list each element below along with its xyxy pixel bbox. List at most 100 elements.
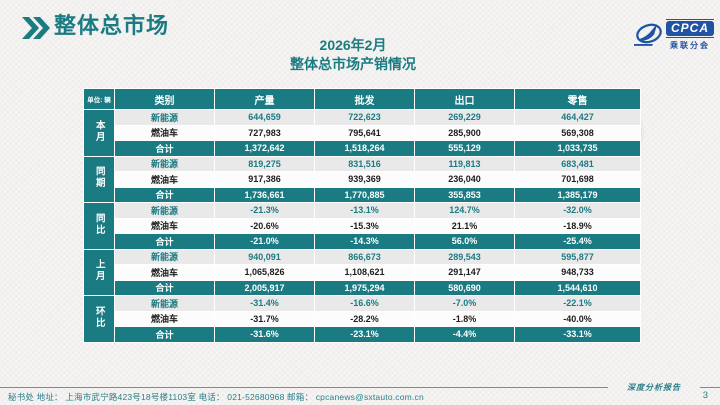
value-cell: 1,108,621 — [314, 264, 415, 281]
category-cell: 新能源 — [114, 109, 215, 126]
value-cell: -31.7% — [214, 310, 315, 327]
table-row: 燃油车 917,386 939,369 236,040 701,698 — [84, 171, 641, 188]
col-header-category: 类别 — [114, 88, 215, 110]
category-cell: 燃油车 — [114, 264, 215, 281]
value-cell: 727,983 — [214, 124, 315, 141]
value-cell: 1,385,179 — [514, 186, 641, 203]
logo-swoosh-icon — [634, 23, 662, 46]
col-header-export: 出口 — [414, 88, 515, 110]
logo-text-block: CPCA 乘联分会 — [666, 18, 714, 51]
table-row: 环比 新能源 -31.4% -16.6% -7.0% -22.1% — [83, 295, 641, 343]
category-cell: 合计 — [114, 279, 215, 296]
table-row: 同期 新能源 819,275 831,516 119,813 683,481 — [83, 155, 641, 203]
value-cell: -32.0% — [514, 202, 641, 219]
value-cell: 569,308 — [514, 124, 641, 141]
value-cell: -31.6% — [214, 326, 315, 343]
row-group-label: 上月 — [83, 248, 115, 296]
value-cell: 56.0% — [414, 233, 515, 250]
category-cell: 燃油车 — [114, 217, 215, 234]
value-cell: 124.7% — [414, 202, 515, 219]
value-cell: -21.0% — [214, 233, 315, 250]
value-cell: -18.9% — [514, 217, 641, 234]
logo-rule-top — [666, 19, 714, 20]
value-cell: 939,369 — [314, 171, 415, 188]
value-cell: -40.0% — [514, 310, 641, 327]
value-cell: 1,518,264 — [314, 140, 415, 157]
table-row: 燃油车 -20.6% -15.3% 21.1% -18.9% — [84, 217, 641, 234]
value-cell: 555,129 — [414, 140, 515, 157]
value-cell: 948,733 — [514, 264, 641, 281]
value-cell: -31.4% — [214, 295, 315, 312]
value-cell: 289,543 — [414, 248, 515, 265]
table-row: 合计 1,372,642 1,518,264 555,129 1,033,735 — [84, 140, 641, 157]
value-cell: 21.1% — [414, 217, 515, 234]
value-cell: 291,147 — [414, 264, 515, 281]
value-cell: 866,673 — [314, 248, 415, 265]
value-cell: -15.3% — [314, 217, 415, 234]
value-cell: 236,040 — [414, 171, 515, 188]
footer-contact-info: 秘书处 地址： 上海市武宁路423号18号楼1103室 电话： 021-5268… — [8, 392, 424, 402]
page-number: 3 — [702, 390, 708, 401]
table-row: 合计 2,005,917 1,975,294 580,690 1,544,610 — [84, 279, 641, 296]
col-header-production: 产量 — [214, 88, 315, 110]
value-cell: 269,229 — [414, 109, 515, 126]
value-cell: -25.4% — [514, 233, 641, 250]
value-cell: 795,641 — [314, 124, 415, 141]
row-group-label: 同比 — [83, 202, 115, 250]
value-cell: 644,659 — [214, 109, 315, 126]
table-body: 本月 新能源 644,659 722,623 269,229 464,427 燃油车 727,… — [83, 109, 641, 343]
value-cell: -14.3% — [314, 233, 415, 250]
value-cell: 1,544,610 — [514, 279, 641, 296]
value-cell: -13.1% — [314, 202, 415, 219]
table-row: 燃油车 -31.7% -28.2% -1.8% -40.0% — [84, 310, 641, 327]
subtitle-line2: 整体总市场产销情况 — [290, 56, 416, 72]
category-cell: 合计 — [114, 140, 215, 157]
category-cell: 合计 — [114, 233, 215, 250]
value-cell: -1.8% — [414, 310, 515, 327]
table-row: 同比 新能源 -21.3% -13.1% 124.7% -32.0% — [83, 202, 641, 250]
table-row: 合计 -21.0% -14.3% 56.0% -25.4% — [84, 233, 641, 250]
value-cell: 1,065,826 — [214, 264, 315, 281]
logo-rule-bottom — [666, 37, 714, 38]
footer-divider-left — [0, 387, 608, 388]
value-cell: -4.4% — [414, 326, 515, 343]
market-table: 单位: 辆 类别 产量 批发 出口 零售 本月 新能源 644,659 722,623… — [83, 88, 641, 343]
table-row: 合计 -31.6% -23.1% -4.4% -33.1% — [84, 326, 641, 343]
value-cell: 595,877 — [514, 248, 641, 265]
value-cell: 1,975,294 — [314, 279, 415, 296]
value-cell: 119,813 — [414, 155, 515, 172]
footer-report-label: 深度分析报告 — [627, 383, 681, 392]
value-cell: -7.0% — [414, 295, 515, 312]
table-row: 燃油车 1,065,826 1,108,621 291,147 948,733 — [84, 264, 641, 281]
row-group-label: 同期 — [83, 155, 115, 203]
category-cell: 燃油车 — [114, 310, 215, 327]
value-cell: 2,005,917 — [214, 279, 315, 296]
value-cell: 683,481 — [514, 155, 641, 172]
value-cell: 722,623 — [314, 109, 415, 126]
value-cell: -20.6% — [214, 217, 315, 234]
category-cell: 新能源 — [114, 295, 215, 312]
category-cell: 合计 — [114, 326, 215, 343]
category-cell: 合计 — [114, 186, 215, 203]
value-cell: 819,275 — [214, 155, 315, 172]
value-cell: -23.1% — [314, 326, 415, 343]
value-cell: 940,091 — [214, 248, 315, 265]
table-header-row: 单位: 辆 类别 产量 批发 出口 零售 — [83, 88, 641, 110]
table-row: 燃油车 727,983 795,641 285,900 569,308 — [84, 124, 641, 141]
table-row: 合计 1,736,661 1,770,885 355,853 1,385,179 — [84, 186, 641, 203]
value-cell: 285,900 — [414, 124, 515, 141]
value-cell: 831,516 — [314, 155, 415, 172]
cpca-logo: CPCA 乘联分会 — [634, 18, 714, 51]
value-cell: 1,770,885 — [314, 186, 415, 203]
value-cell: 917,386 — [214, 171, 315, 188]
col-header-wholesale: 批发 — [314, 88, 415, 110]
value-cell: -28.2% — [314, 310, 415, 327]
unit-label: 单位: 辆 — [83, 88, 115, 110]
category-cell: 新能源 — [114, 248, 215, 265]
row-group-label: 环比 — [83, 295, 115, 343]
page-title: 整体总市场 — [54, 13, 170, 38]
value-cell: 464,427 — [514, 109, 641, 126]
table-row: 本月 新能源 644,659 722,623 269,229 464,427 — [83, 109, 641, 157]
value-cell: 701,698 — [514, 171, 641, 188]
